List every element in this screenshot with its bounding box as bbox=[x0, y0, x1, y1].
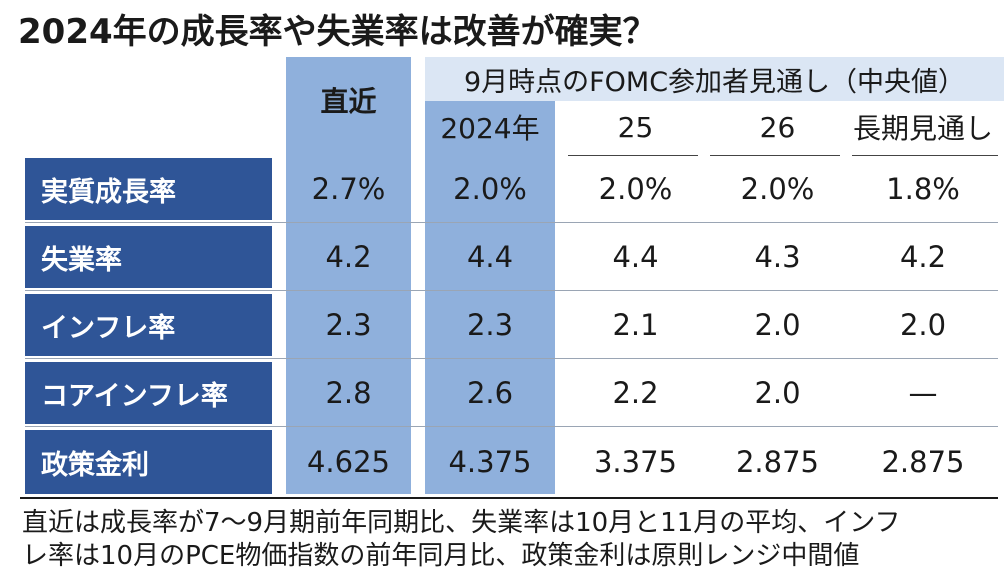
header-separator bbox=[710, 155, 840, 156]
cell-core-inflation-2024: 2.6 bbox=[466, 376, 514, 410]
cell-real-growth-25: 2.0% bbox=[598, 172, 673, 206]
cell-core-inflation-long-run: — bbox=[908, 376, 938, 410]
cell-policy-rate-2024: 4.375 bbox=[448, 445, 532, 479]
cell-inflation-latest: 2.3 bbox=[325, 308, 372, 342]
cell-real-growth-26: 2.0% bbox=[740, 172, 815, 206]
year-2024-column-bg bbox=[425, 101, 555, 494]
cell-inflation-25: 2.1 bbox=[612, 308, 659, 342]
latest-header: 直近 bbox=[320, 85, 377, 118]
cell-unemployment-long-run: 4.2 bbox=[899, 240, 947, 274]
projection-header-band bbox=[425, 57, 1004, 101]
projection-header: 9月時点のFOMC参加者見通し（中央値） bbox=[463, 66, 966, 98]
cell-inflation-long-run: 2.0 bbox=[899, 308, 947, 342]
cell-real-growth-2024: 2.0% bbox=[453, 172, 527, 206]
row-separator bbox=[25, 290, 998, 291]
year-25-header: 25 bbox=[617, 110, 654, 144]
year-26-header: 26 bbox=[759, 110, 796, 144]
cell-unemployment-25: 4.4 bbox=[612, 240, 659, 274]
table-bottom-rule bbox=[20, 497, 998, 499]
row-separator bbox=[25, 222, 998, 223]
latest-column-bg bbox=[286, 57, 411, 494]
year-2024-header: 2024年 bbox=[440, 112, 540, 145]
row-separator bbox=[25, 426, 998, 427]
cell-core-inflation-26: 2.0 bbox=[754, 376, 801, 410]
cell-policy-rate-25: 3.375 bbox=[593, 445, 678, 479]
row-label-inflation: インフレ率 bbox=[25, 294, 272, 356]
cell-policy-rate-latest: 4.625 bbox=[306, 445, 391, 479]
cell-real-growth-long-run: 1.8% bbox=[886, 172, 960, 206]
cell-unemployment-2024: 4.4 bbox=[466, 240, 514, 274]
cell-unemployment-latest: 4.2 bbox=[325, 240, 372, 274]
cell-policy-rate-26: 2.875 bbox=[735, 445, 820, 479]
row-label-real-growth: 実質成長率 bbox=[25, 158, 272, 220]
cell-core-inflation-25: 2.2 bbox=[612, 376, 659, 410]
row-label-policy-rate: 政策金利 bbox=[25, 430, 272, 494]
cell-unemployment-26: 4.3 bbox=[754, 240, 801, 274]
cell-inflation-2024: 2.3 bbox=[466, 308, 514, 342]
header-separator bbox=[568, 155, 698, 156]
row-label-unemployment: 失業率 bbox=[25, 226, 272, 288]
footnote-line-1: 直近は成長率が7～9月期前年同期比、失業率は10月と11月の平均、インフ bbox=[22, 508, 901, 538]
page-title: 2024年の成長率や失業率は改善が確実？ bbox=[18, 12, 657, 52]
footnote-line-2: レ率は10月のPCE物価指数の前年同月比、政策金利は原則レンジ中間値 bbox=[22, 541, 860, 571]
cell-policy-rate-long-run: 2.875 bbox=[881, 445, 965, 479]
cell-inflation-26: 2.0 bbox=[754, 308, 801, 342]
cell-real-growth-latest: 2.7% bbox=[311, 172, 386, 206]
row-label-core-inflation: コアインフレ率 bbox=[25, 362, 272, 424]
row-separator bbox=[25, 358, 998, 359]
long-run-header: 長期見通し bbox=[852, 112, 993, 145]
cell-core-inflation-latest: 2.8 bbox=[325, 376, 372, 410]
header-separator bbox=[852, 155, 998, 156]
